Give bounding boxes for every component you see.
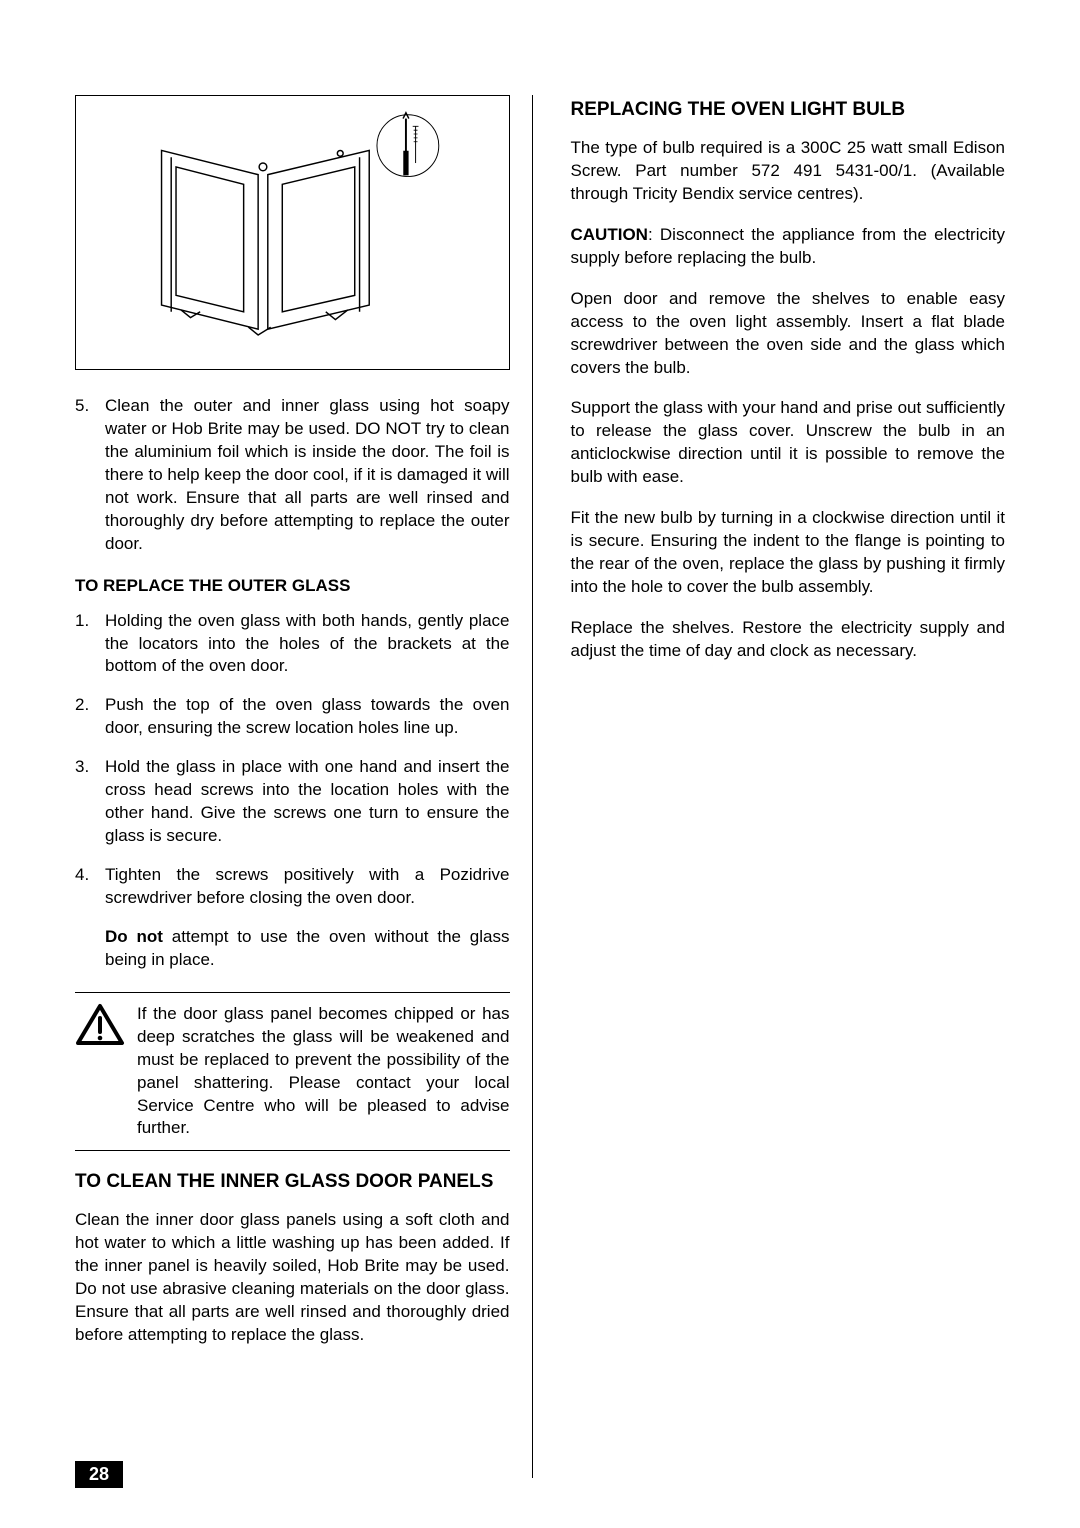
do-not-text: Do not attempt to use the oven without t… — [105, 926, 510, 972]
bulb-caution: CAUTION: Disconnect the appliance from t… — [571, 224, 1006, 270]
warning-box: If the door glass panel becomes chipped … — [75, 992, 510, 1152]
replace-steps: 1. Holding the oven glass with both hand… — [75, 610, 510, 972]
bulb-p5: Fit the new bulb by turning in a clockwi… — [571, 507, 1006, 599]
right-column: REPLACING THE OVEN LIGHT BULB The type o… — [563, 95, 1006, 1478]
caution-prefix: CAUTION — [571, 225, 648, 244]
clean-step-5: 5. Clean the outer and inner glass using… — [75, 395, 510, 556]
step2-text: Push the top of the oven glass towards t… — [105, 694, 510, 740]
page-number: 28 — [75, 1461, 123, 1488]
replace-outer-glass-heading: TO REPLACE THE OUTER GLASS — [75, 576, 510, 596]
bulb-p1: The type of bulb required is a 300C 25 w… — [571, 137, 1006, 206]
step1-text: Holding the oven glass with both hands, … — [105, 610, 510, 679]
bulb-p3: Open door and remove the shelves to enab… — [571, 288, 1006, 380]
inner-glass-body: Clean the inner door glass panels using … — [75, 1209, 510, 1347]
step3-number: 3. — [75, 756, 105, 848]
step4-number: 4. — [75, 864, 105, 910]
do-not-prefix: Do not — [105, 927, 163, 946]
bulb-p4: Support the glass with your hand and pri… — [571, 397, 1006, 489]
step5-text: Clean the outer and inner glass using ho… — [105, 395, 510, 556]
step5-number: 5. — [75, 395, 105, 556]
step2-number: 2. — [75, 694, 105, 740]
do-not-rest: attempt to use the oven without the glas… — [105, 927, 510, 969]
inner-glass-heading: TO CLEAN THE INNER GLASS DOOR PANELS — [75, 1171, 510, 1193]
oven-door-diagram-svg — [93, 107, 491, 358]
step3-text: Hold the glass in place with one hand an… — [105, 756, 510, 848]
bulb-p6: Replace the shelves. Restore the electri… — [571, 617, 1006, 663]
step4-text: Tighten the screws positively with a Poz… — [105, 864, 510, 910]
warning-text: If the door glass panel becomes chipped … — [137, 1003, 510, 1141]
bulb-heading: REPLACING THE OVEN LIGHT BULB — [571, 99, 1006, 121]
oven-door-diagram — [75, 95, 510, 370]
warning-triangle-icon — [75, 1003, 125, 1047]
step1-number: 1. — [75, 610, 105, 679]
left-column: 5. Clean the outer and inner glass using… — [75, 95, 533, 1478]
